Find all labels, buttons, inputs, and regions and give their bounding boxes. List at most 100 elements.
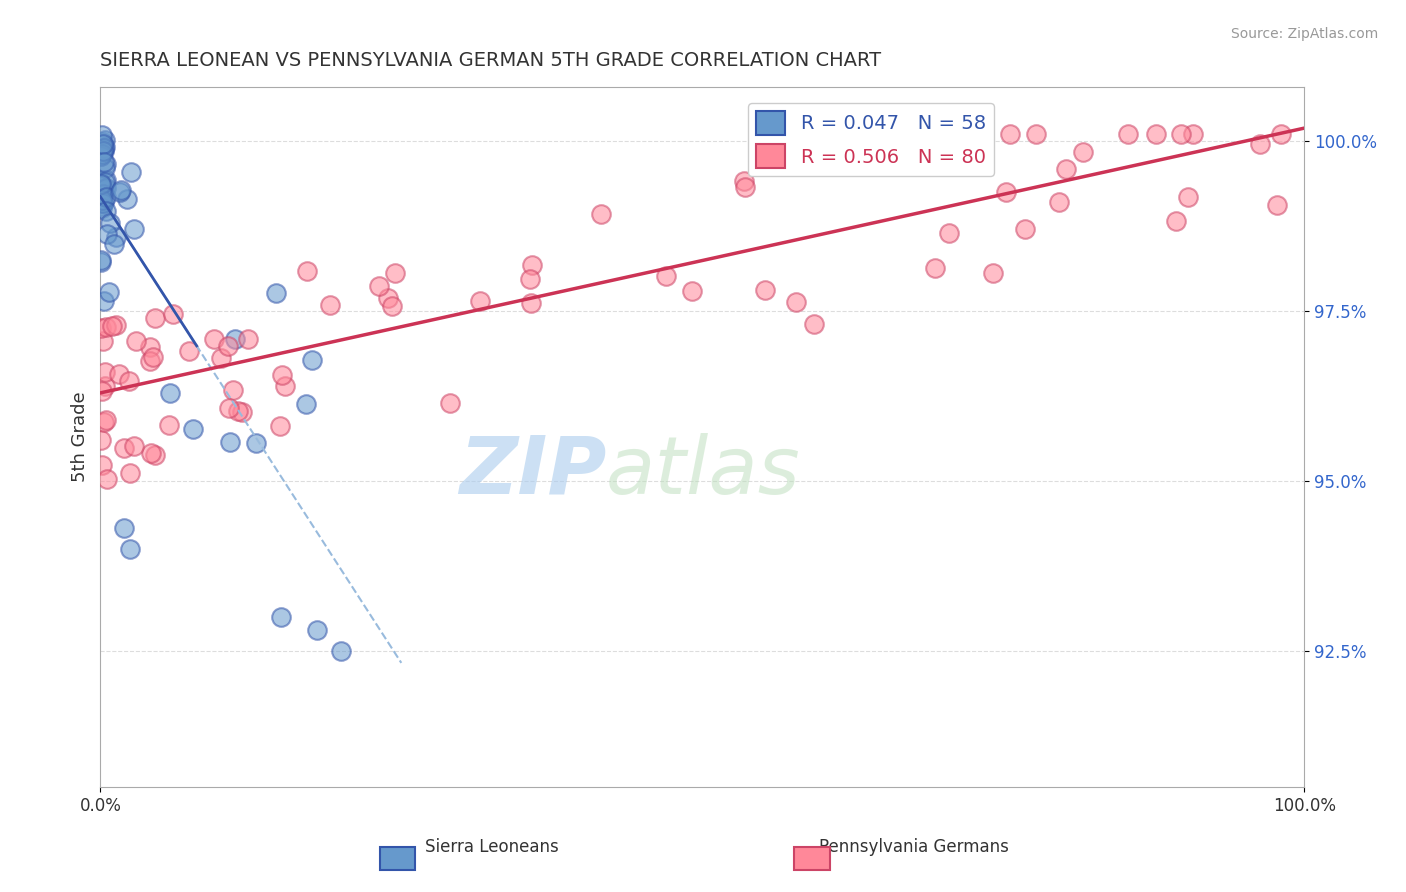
Text: SIERRA LEONEAN VS PENNSYLVANIA GERMAN 5TH GRADE CORRELATION CHART: SIERRA LEONEAN VS PENNSYLVANIA GERMAN 5T… (100, 51, 882, 70)
Point (105, 318, 128, 332)
Point (139, 354, 162, 368)
Point (94, 157, 117, 171)
Legend: R = 0.047   N = 58, R = 0.506   N = 80: R = 0.047 N = 58, R = 0.506 N = 80 (748, 103, 994, 176)
Point (94, 378, 117, 392)
Point (266, 285, 288, 300)
Point (319, 298, 342, 312)
Point (143, 311, 166, 326)
Point (245, 435, 267, 450)
Point (118, 466, 141, 480)
Point (219, 434, 242, 449)
Point (115, 192, 138, 206)
Point (217, 339, 239, 353)
Point (90, 177, 112, 191)
Point (1014, 221, 1036, 235)
Point (91, 196, 114, 211)
Point (90, 142, 112, 156)
Point (91, 458, 114, 472)
Point (202, 332, 225, 346)
Point (384, 266, 406, 280)
Point (209, 351, 232, 366)
Point (94, 173, 117, 187)
Point (297, 264, 319, 278)
Point (1265, 197, 1288, 211)
Point (733, 173, 755, 187)
Point (93, 140, 115, 154)
Point (301, 353, 323, 368)
Point (655, 268, 678, 283)
Text: Sierra Leoneans: Sierra Leoneans (425, 838, 560, 856)
Point (120, 541, 142, 556)
Point (946, 127, 969, 141)
Point (274, 379, 297, 393)
Point (381, 300, 404, 314)
Point (1270, 127, 1292, 141)
Point (1249, 136, 1271, 151)
Point (1181, 127, 1204, 141)
Point (231, 405, 253, 419)
Point (94, 190, 117, 204)
Point (439, 396, 461, 410)
Point (96, 204, 118, 219)
Point (681, 284, 703, 298)
Point (222, 383, 245, 397)
Point (90, 196, 112, 211)
Point (734, 180, 756, 194)
Point (228, 404, 250, 418)
Point (270, 610, 292, 624)
Point (107, 367, 129, 381)
Point (218, 401, 240, 416)
Point (93, 155, 115, 169)
Point (108, 185, 131, 199)
Point (120, 165, 142, 179)
Point (1025, 127, 1047, 141)
Point (91, 202, 114, 216)
Point (94, 413, 117, 427)
Point (93, 293, 115, 308)
Point (938, 227, 960, 241)
Point (110, 183, 132, 197)
Point (842, 154, 865, 169)
Point (94, 365, 117, 379)
Point (98, 216, 121, 230)
Point (224, 332, 246, 346)
Point (142, 350, 165, 364)
Point (91, 147, 114, 161)
Point (91, 334, 114, 349)
Y-axis label: 5th Grade: 5th Grade (72, 392, 89, 482)
Point (90, 253, 112, 268)
Point (159, 417, 181, 432)
Point (98, 285, 121, 300)
Point (93, 141, 115, 155)
Point (522, 258, 544, 272)
Point (94, 133, 117, 147)
Point (139, 340, 162, 354)
Point (91, 128, 114, 142)
Point (90, 178, 112, 192)
Point (96, 181, 118, 195)
Point (94, 161, 117, 176)
Point (995, 185, 1018, 199)
Point (785, 294, 807, 309)
Point (589, 207, 612, 221)
Point (93, 137, 115, 152)
Point (1116, 127, 1139, 141)
Point (1047, 195, 1070, 210)
Point (96, 227, 118, 241)
Point (122, 222, 145, 236)
Point (90, 433, 112, 447)
Point (520, 296, 543, 310)
Point (112, 521, 135, 535)
Point (93, 181, 115, 195)
Text: ZIP: ZIP (458, 433, 606, 511)
Point (104, 230, 127, 244)
Point (91, 187, 114, 202)
Text: Pennsylvania Germans: Pennsylvania Germans (818, 838, 1010, 856)
Point (295, 397, 318, 411)
Point (377, 291, 399, 305)
Point (89, 175, 111, 189)
Point (96, 472, 118, 486)
Point (973, 127, 995, 141)
Point (1054, 161, 1077, 176)
Point (94, 319, 117, 334)
